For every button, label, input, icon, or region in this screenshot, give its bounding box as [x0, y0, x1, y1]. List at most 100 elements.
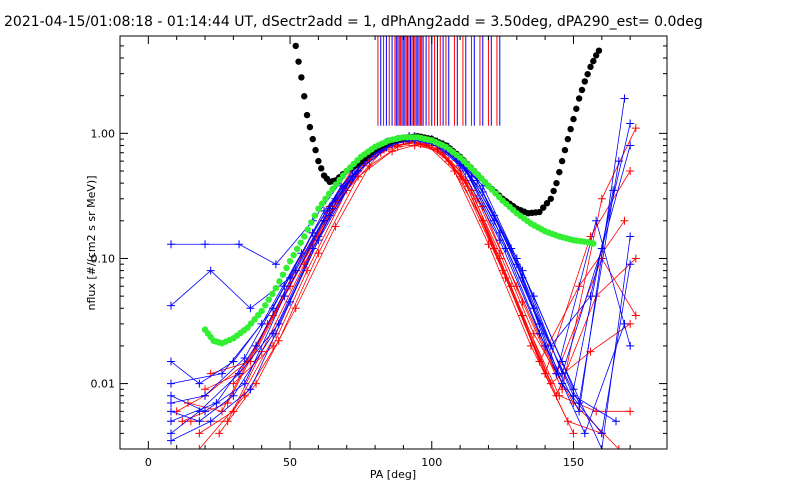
blue-curve-marker	[626, 119, 635, 128]
red-curve-marker	[184, 398, 193, 407]
blue-curve-marker	[167, 436, 176, 445]
green-fit-dot	[265, 296, 272, 303]
red-curve-marker	[563, 417, 572, 426]
blue-curve-marker	[592, 216, 601, 225]
blue-curve-marker	[569, 385, 578, 394]
blue-curve-marker	[490, 211, 499, 220]
blue-curve-marker	[609, 186, 618, 195]
red-curve-line	[210, 128, 637, 391]
green-fit-dot	[311, 212, 319, 219]
green-fit-dot	[318, 200, 326, 207]
black-fit-dot	[553, 179, 560, 187]
blue-curve-marker	[558, 379, 567, 388]
blue-curve-marker	[195, 379, 204, 388]
green-fit-dot	[276, 278, 283, 285]
blue-curve-marker	[597, 429, 606, 438]
green-fit-dot	[272, 284, 280, 292]
blue-curve-marker	[240, 354, 249, 363]
blue-curve-line	[170, 137, 631, 449]
blue-curve-marker	[167, 398, 176, 407]
blue-curve-marker	[246, 385, 255, 394]
blue-curve-line	[170, 137, 631, 412]
plot-frame	[119, 35, 668, 450]
blue-curve-marker	[229, 357, 238, 366]
x-axis-label: PA [deg]	[370, 468, 416, 481]
black-fit-dot	[298, 74, 305, 81]
green-fit-dot	[308, 219, 315, 226]
green-fit-dot	[329, 185, 336, 193]
black-fit-dot	[570, 115, 577, 123]
axes: 0 50 100 150 0.01 0.10 1.00	[91, 35, 667, 469]
blue-curve-marker	[320, 216, 329, 225]
blue-curve-marker	[167, 301, 176, 310]
red-curve-line	[204, 141, 631, 390]
green-fit-dot	[293, 245, 301, 253]
red-curve-marker	[597, 194, 606, 203]
red-curve-marker	[195, 445, 204, 449]
black-fit-dot	[540, 204, 547, 211]
green-fit-dot	[258, 307, 265, 315]
blue-curve-marker	[212, 398, 221, 407]
black-fit-dot	[556, 168, 563, 176]
black-fit-dot	[306, 123, 314, 131]
red-curve-marker	[569, 429, 578, 438]
y-axis-label: nflux [#/(cm2 s sr MeV)]	[85, 176, 98, 311]
green-fit-dot	[304, 226, 311, 233]
green-fit-dot	[322, 195, 329, 202]
black-fit-dot	[292, 42, 299, 50]
black-fit-dot	[592, 52, 600, 59]
red-curve-marker	[626, 167, 635, 176]
red-curve-marker	[631, 124, 640, 133]
red-curve-line	[199, 135, 574, 434]
black-fit-dot	[573, 105, 580, 112]
black-fit-dot	[295, 58, 302, 65]
black-fit-dot	[590, 57, 597, 65]
black-fit-dot	[581, 78, 589, 85]
green-fit-dot	[336, 176, 343, 184]
black-fit-dot	[584, 70, 591, 78]
red-curve-marker	[215, 429, 224, 438]
blue-curve-marker	[626, 141, 635, 150]
green-fit-dot	[251, 316, 258, 323]
red-curve-marker	[526, 341, 535, 350]
blue-curve-marker	[529, 292, 538, 301]
black-fit-dot	[550, 187, 557, 195]
blue-curve-marker	[620, 94, 629, 103]
blue-curve-marker	[286, 297, 295, 306]
black-fit-dot	[578, 86, 586, 94]
red-curve-marker	[620, 216, 629, 225]
black-fit-dot	[315, 157, 322, 165]
black-fit-dot	[595, 47, 603, 54]
y-tick-label: 0.10	[91, 252, 116, 265]
chart-title: 2021-04-15/01:08:18 - 01:14:44 UT, dSect…	[4, 14, 703, 30]
blue-curve-marker	[626, 232, 635, 241]
black-fit-dot	[301, 93, 308, 100]
red-curve-marker	[626, 407, 635, 416]
blue-curve-marker	[308, 244, 317, 253]
black-fit-dot	[558, 157, 566, 165]
black-fit-dot	[547, 195, 554, 202]
blue-curve-marker	[518, 273, 527, 282]
green-fit-dot	[590, 240, 597, 247]
blue-curve-marker	[195, 417, 204, 426]
red-curve-marker	[274, 336, 283, 345]
green-fit-dot	[283, 264, 290, 272]
black-fit-dot	[564, 135, 572, 143]
blue-curve-marker	[252, 341, 261, 350]
blue-curve-marker	[580, 429, 589, 438]
green-fit-dot	[297, 239, 304, 246]
black-fit-dot	[561, 146, 569, 154]
blue-curve-marker	[235, 240, 244, 249]
black-fit-dot	[303, 111, 311, 119]
blue-curve-marker	[614, 157, 623, 166]
blue-curve-marker	[575, 398, 584, 407]
red-curve-marker	[218, 407, 227, 416]
y-tick-label: 0.01	[91, 378, 116, 391]
green-fit-dot	[325, 190, 333, 198]
green-fit-dot	[262, 302, 269, 309]
black-fit-dot	[575, 95, 583, 102]
red-curve-marker	[229, 379, 238, 388]
red-curve-marker	[552, 391, 561, 400]
red-curve-marker	[178, 417, 187, 426]
